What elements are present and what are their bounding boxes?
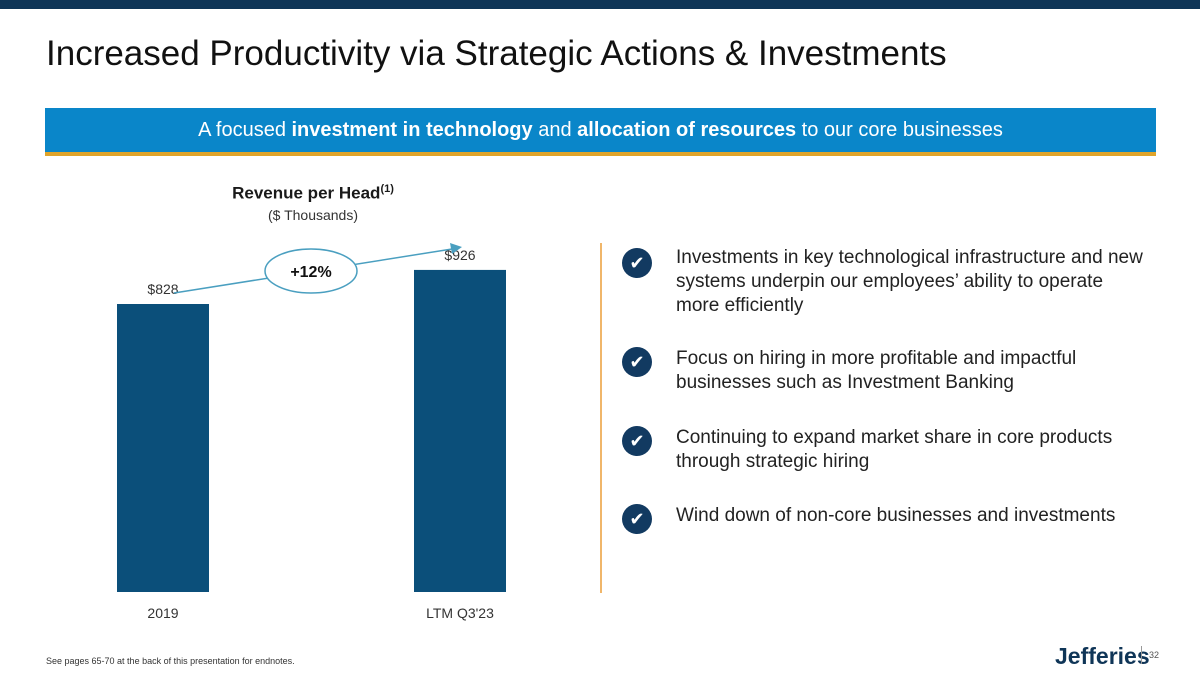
x-tick-label: LTM Q3'23 <box>426 605 494 621</box>
bar-2 <box>414 269 506 592</box>
bar-1 <box>117 304 209 592</box>
page-number: 32 <box>1149 650 1160 660</box>
jefferies-logo: Jefferies <box>1055 643 1150 669</box>
check-icon: ✔ <box>622 426 652 456</box>
bullet-text: Continuing to expand market share in cor… <box>676 427 1113 472</box>
top-accent-bar <box>0 0 1200 9</box>
check-icon: ✔ <box>622 248 652 278</box>
page-title: Increased Productivity via Strategic Act… <box>46 34 947 73</box>
banner-text-prefix: A focused <box>198 118 292 141</box>
chart-subtitle: ($ Thousands) <box>267 207 358 223</box>
vertical-divider <box>600 243 602 593</box>
check-icon: ✔ <box>622 347 652 377</box>
chart-title-footnote-ref: (1) <box>380 183 394 195</box>
growth-annotation-label: +12% <box>290 264 331 281</box>
bar-value-label: $828 <box>147 281 178 297</box>
bullet-text: Focus on hiring in more profitable and i… <box>676 348 1077 393</box>
x-tick-label: 2019 <box>147 605 178 621</box>
subtitle-banner: A focused investment in technology and a… <box>45 108 1156 156</box>
logo-separator <box>1141 646 1142 664</box>
banner-text-middle: and <box>532 118 578 141</box>
chart-title: Revenue per Head(1) <box>150 183 476 204</box>
banner-bold-resources: allocation of resources <box>577 118 797 141</box>
banner-text-suffix: to our core businesses <box>796 118 1003 141</box>
footnote: See pages 65-70 at the back of this pres… <box>46 656 295 666</box>
check-icon: ✔ <box>622 504 652 534</box>
growth-annotation-ellipse <box>264 248 358 294</box>
bullet-text: Wind down of non-core businesses and inv… <box>676 505 1116 526</box>
banner-bold-technology: investment in technology <box>291 118 533 141</box>
bullet-text: Investments in key technological infrast… <box>676 247 1143 316</box>
growth-arrow-head <box>450 243 462 254</box>
chart-title-text: Revenue per Head <box>232 183 381 203</box>
